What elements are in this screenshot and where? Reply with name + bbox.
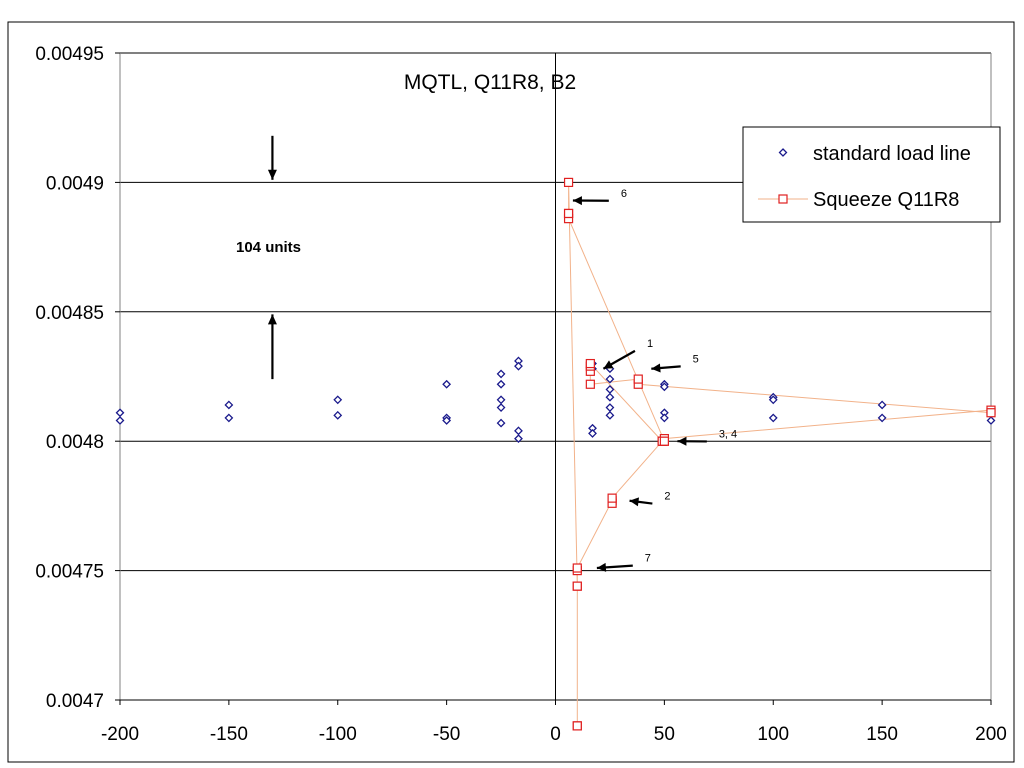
data-point-squeeze [607, 493, 617, 503]
data-point-squeeze [659, 436, 669, 446]
y-tick-label: 0.0048 [46, 432, 104, 453]
bracket-arrow-up-head [267, 314, 277, 325]
tick-labels: 0.0047 0.00475 0.0048 0.00485 0.0049 0.00495 -… [35, 44, 1007, 745]
annotation-arrow-head [603, 360, 614, 369]
data-point-standard [496, 369, 506, 379]
annotation-label: 7 [645, 553, 651, 565]
annotation-arrow-head [651, 363, 661, 373]
annotation-label: 1 [647, 338, 653, 350]
data-point-squeeze [572, 581, 582, 591]
data-point-squeeze [572, 563, 582, 573]
y-tick-label: 0.0049 [46, 173, 104, 194]
x-tick-label: 100 [757, 724, 789, 745]
x-tick-label: -50 [433, 724, 460, 745]
units-bracket: 104 units [236, 135, 301, 380]
data-point-standard [877, 413, 887, 423]
data-point-standard [768, 395, 778, 405]
annotation-label: 2 [664, 491, 670, 503]
data-point-squeeze [585, 358, 595, 369]
data-point-standard [333, 395, 343, 405]
data-point-standard [333, 410, 343, 420]
data-point-squeeze [986, 408, 996, 418]
data-point-standard [224, 413, 234, 423]
annotation-arrow-head [677, 436, 687, 446]
y-tick-label: 0.00475 [35, 562, 104, 583]
annotation-label: 5 [693, 353, 699, 365]
x-tick-label: 200 [975, 724, 1007, 745]
x-tick-label: 0 [550, 724, 561, 745]
data-point-squeeze [572, 721, 582, 731]
bracket-arrow-down-head [267, 169, 277, 180]
annotation-label: 3, 4 [719, 428, 737, 440]
legend-box [742, 126, 1001, 223]
annotation-arrow-head [596, 562, 607, 572]
data-point-standard [514, 361, 523, 371]
x-tick-label: -150 [210, 724, 248, 745]
data-point-standard [496, 418, 506, 428]
axes [115, 52, 992, 705]
data-point-standard [442, 416, 452, 425]
y-tick-label: 0.0047 [46, 691, 104, 712]
data-point-standard [986, 416, 996, 425]
data-point-standard [605, 410, 615, 420]
data-point-standard [877, 400, 887, 410]
data-point-standard [496, 403, 506, 412]
data-point-standard [659, 382, 669, 392]
x-tick-label: 50 [654, 724, 675, 745]
legend-label-standard: standard load line [813, 143, 971, 165]
annotations: 1 2 3, 4 5 6 7 [572, 188, 737, 572]
legend-marker-standard [778, 148, 788, 157]
legend-marker-squeeze [778, 194, 788, 204]
data-point-squeeze [563, 177, 574, 187]
data-point-squeeze [585, 379, 595, 389]
y-tick-label: 0.00495 [35, 44, 104, 65]
data-point-standard [224, 400, 234, 410]
annotation-label: 6 [621, 188, 627, 200]
bracket-label: 104 units [236, 239, 301, 256]
legend: standard load line Squeeze Q11R8 [742, 126, 1001, 223]
data-point-standard [605, 392, 615, 402]
chart-title: MQTL, Q11R8, B2 [404, 71, 576, 94]
data-point-standard [496, 379, 506, 389]
x-tick-label: -100 [319, 724, 357, 745]
data-point-squeeze [563, 208, 574, 219]
data-point-standard [115, 416, 125, 425]
data-point-squeeze [633, 374, 643, 384]
legend-label-squeeze: Squeeze Q11R8 [813, 189, 959, 211]
y-tick-label: 0.00485 [35, 303, 104, 324]
x-tick-label: -200 [101, 724, 139, 745]
data-point-standard [768, 413, 778, 423]
data-point-standard [605, 374, 615, 384]
annotation-arrow-head [572, 196, 582, 206]
x-tick-label: 150 [866, 724, 898, 745]
data-point-standard [588, 429, 597, 438]
data-point-standard [514, 434, 523, 444]
annotation-arrow-head [629, 497, 640, 507]
data-point-standard [659, 413, 669, 423]
data-point-standard [442, 379, 452, 389]
data-markers [115, 177, 996, 731]
